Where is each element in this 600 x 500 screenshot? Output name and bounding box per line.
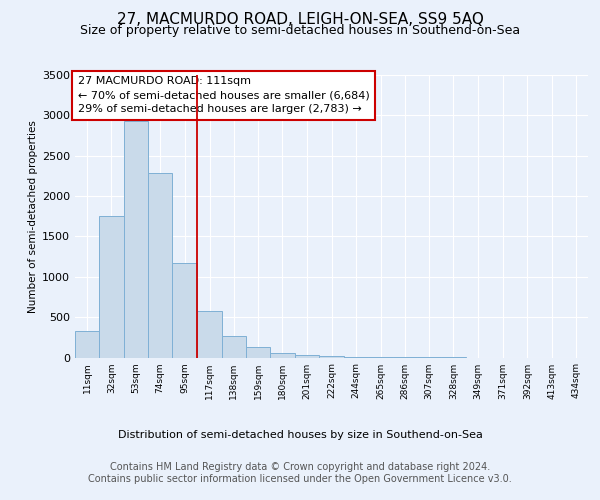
Text: Distribution of semi-detached houses by size in Southend-on-Sea: Distribution of semi-detached houses by … <box>118 430 482 440</box>
Text: Contains public sector information licensed under the Open Government Licence v3: Contains public sector information licen… <box>88 474 512 484</box>
Text: Size of property relative to semi-detached houses in Southend-on-Sea: Size of property relative to semi-detach… <box>80 24 520 37</box>
Bar <box>270 354 295 358</box>
Bar <box>172 263 197 358</box>
Bar <box>295 355 319 358</box>
Bar <box>148 174 172 358</box>
Text: Contains HM Land Registry data © Crown copyright and database right 2024.: Contains HM Land Registry data © Crown c… <box>110 462 490 472</box>
Bar <box>99 216 124 358</box>
Bar <box>319 356 344 358</box>
Bar <box>75 331 99 357</box>
Bar <box>222 336 246 357</box>
Y-axis label: Number of semi-detached properties: Number of semi-detached properties <box>28 120 38 312</box>
Text: 27 MACMURDO ROAD: 111sqm
← 70% of semi-detached houses are smaller (6,684)
29% o: 27 MACMURDO ROAD: 111sqm ← 70% of semi-d… <box>77 76 370 114</box>
Bar <box>344 356 368 358</box>
Bar <box>197 310 222 358</box>
Bar <box>124 121 148 358</box>
Text: 27, MACMURDO ROAD, LEIGH-ON-SEA, SS9 5AQ: 27, MACMURDO ROAD, LEIGH-ON-SEA, SS9 5AQ <box>116 12 484 28</box>
Bar <box>246 347 270 358</box>
